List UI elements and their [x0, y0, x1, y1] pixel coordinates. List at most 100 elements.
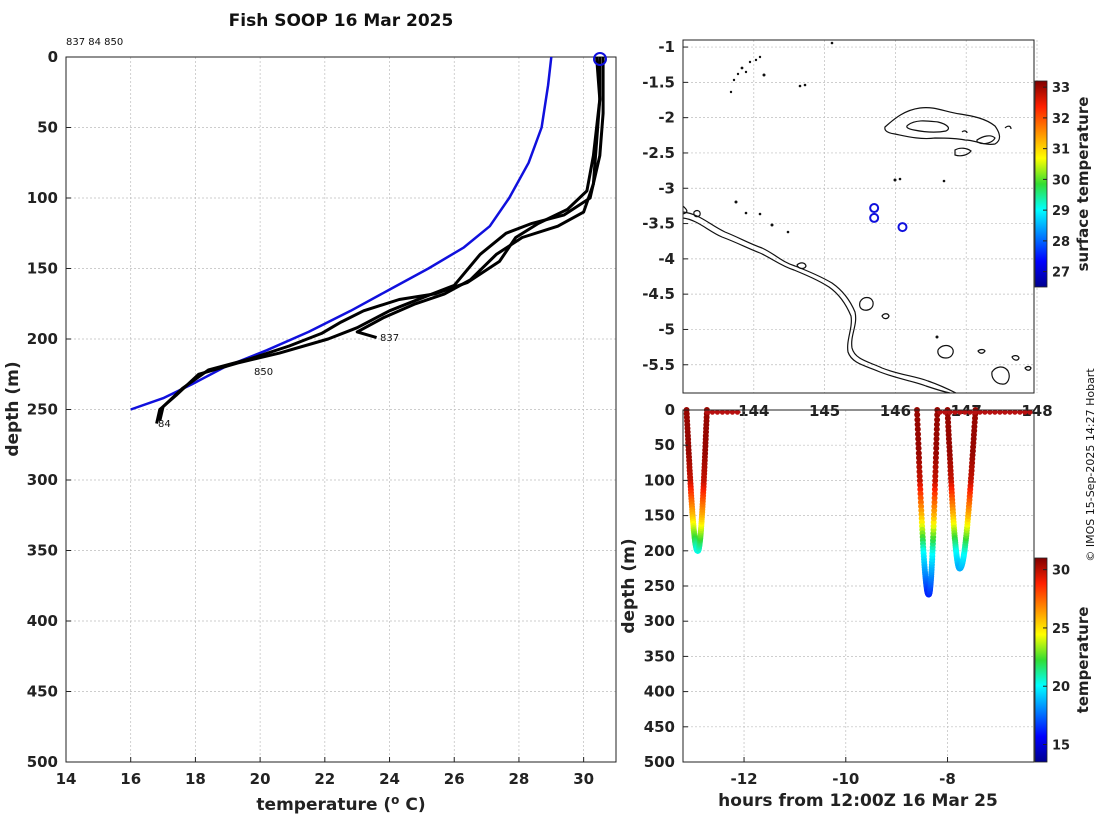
- cast-dot: [916, 464, 923, 470]
- cast-dot: [933, 435, 940, 442]
- td-y-tick-label: 250: [644, 577, 675, 595]
- cast-dot: [933, 421, 940, 428]
- surface-dot: [987, 409, 993, 415]
- y-tick-label: 450: [27, 683, 58, 701]
- td-y-tick-label: 50: [654, 436, 675, 454]
- td-y-tick-label: 200: [644, 542, 675, 560]
- temperature-colorbar-gradient: [1034, 557, 1048, 763]
- cast-dot: [932, 468, 939, 475]
- colorbar-tick-label: 31: [1052, 143, 1070, 158]
- surface-dot: [972, 409, 978, 415]
- cast-dot: [916, 468, 923, 475]
- surface-dot: [729, 409, 736, 415]
- surface-dot: [1022, 409, 1028, 415]
- cast-dot: [915, 440, 922, 447]
- coastline: [682, 107, 1032, 394]
- station-marker: [897, 222, 908, 233]
- map-chart: -1 -1.5 -2 -2.5 -3 -3.5 -4 -4.5 -5 -5.5 144 145 146 1…: [642, 38, 1092, 420]
- profile-plot-frame: [65, 56, 617, 763]
- cast-dot: [932, 482, 938, 488]
- cast-dot: [933, 440, 940, 447]
- cast-dot: [932, 464, 939, 470]
- cast-dot: [915, 431, 921, 438]
- y-tick-label: 250: [27, 401, 58, 419]
- time-depth-chart: 0 50 100 150 200 250 300 350 400 450 500 -12 -10 -8 h…: [619, 401, 1092, 811]
- td-x-tick-label: -10: [832, 770, 859, 788]
- x-tick-label: 14: [56, 770, 77, 788]
- x-tick-label: 16: [120, 770, 141, 788]
- colorbar-tick-label: 29: [1052, 204, 1070, 219]
- surface-dot: [982, 409, 988, 415]
- y-tick-label: 0: [48, 48, 58, 66]
- time-depth-x-label: hours from 12:00Z 16 Mar 25: [718, 791, 998, 811]
- cast-dot: [917, 490, 924, 497]
- cast-dot: [933, 431, 940, 438]
- credit-text: © IMOS 15-Sep-2025 14:27 Hobart: [1084, 368, 1097, 562]
- td-y-tick-label: 0: [665, 401, 675, 419]
- profile-line-850: [158, 56, 602, 422]
- colorbar-tick-label: 32: [1052, 112, 1070, 127]
- map-y-tick-label: -1.5: [642, 73, 675, 91]
- td-y-tick-label: 350: [644, 647, 675, 665]
- x-tick-label: 18: [185, 770, 206, 788]
- time-depth-y-label: depth (m): [619, 538, 639, 633]
- small-islands: [729, 41, 946, 339]
- map-ticks: -1 -1.5 -2 -2.5 -3 -3.5 -4 -4.5 -5 -5.5 144 145 146 1…: [642, 38, 1052, 420]
- map-y-tick-label: -5.5: [642, 356, 675, 374]
- cast-dot: [933, 450, 940, 457]
- profile-label-850: 850: [254, 367, 273, 378]
- cast-dot: [916, 477, 923, 484]
- surface-dot: [942, 409, 948, 415]
- surface-dot: [967, 409, 973, 415]
- cast-dot: [915, 445, 922, 452]
- cast-dot: [916, 454, 922, 461]
- x-tick-label: 22: [314, 770, 335, 788]
- surface-colorbar-label: surface temperature: [1074, 97, 1092, 272]
- temperature-colorbar-ticks: 15 20 25 30: [1043, 564, 1070, 754]
- cast-dot: [914, 426, 921, 433]
- station-marker: [869, 212, 880, 223]
- cast-dot: [917, 482, 924, 488]
- map-x-tick-label: 145: [809, 402, 840, 420]
- surface-dot: [1027, 409, 1033, 415]
- surface-dot: [997, 409, 1003, 415]
- colorbar-tick-label: 20: [1052, 680, 1070, 695]
- cast-dot: [915, 435, 922, 442]
- surface-dot: [709, 409, 716, 415]
- station-marker: [869, 203, 880, 214]
- cast-dot: [916, 473, 923, 480]
- y-tick-label: 150: [27, 260, 58, 278]
- cast-dot: [915, 450, 922, 457]
- map-x-tick-label: 148: [1021, 402, 1052, 420]
- td-y-tick-label: 400: [644, 683, 675, 701]
- colorbar-tick-label: 30: [1052, 173, 1070, 188]
- cast-dot: [932, 459, 939, 466]
- map-x-tick-label: 146: [880, 402, 911, 420]
- surface-dot: [714, 409, 721, 415]
- map-x-tick-label: 144: [738, 402, 769, 420]
- profile-chart: 14 16 18 20 22 24 26 28 300501001502002503003504…: [3, 48, 617, 815]
- cast-dot: [914, 411, 921, 418]
- cast-dot: [931, 495, 938, 501]
- y-tick-label: 200: [27, 330, 58, 348]
- cast-dot: [917, 486, 924, 493]
- surface-dot: [1017, 409, 1023, 415]
- colorbar-tick-label: 25: [1052, 622, 1070, 637]
- surface-colorbar-gradient: [1034, 80, 1048, 288]
- map-y-tick-label: -3.5: [642, 215, 675, 233]
- temperature-colorbar: 15 20 25 30 temperature: [1034, 557, 1092, 763]
- temperature-colorbar-label: temperature: [1074, 607, 1092, 714]
- y-tick-label: 50: [37, 119, 58, 137]
- surface-dot: [992, 409, 998, 415]
- profile-gridlines: [65, 56, 616, 763]
- cast-id-label: 837 84 850: [66, 37, 123, 48]
- surface-dot: [719, 409, 726, 415]
- cast-dot: [931, 490, 938, 497]
- surface-dot: [704, 409, 711, 415]
- cast-dot: [932, 473, 939, 480]
- map-y-tick-label: -4: [658, 250, 675, 268]
- map-y-tick-label: -2: [658, 109, 675, 127]
- td-y-tick-label: 450: [644, 718, 675, 736]
- y-tick-label: 100: [27, 189, 58, 207]
